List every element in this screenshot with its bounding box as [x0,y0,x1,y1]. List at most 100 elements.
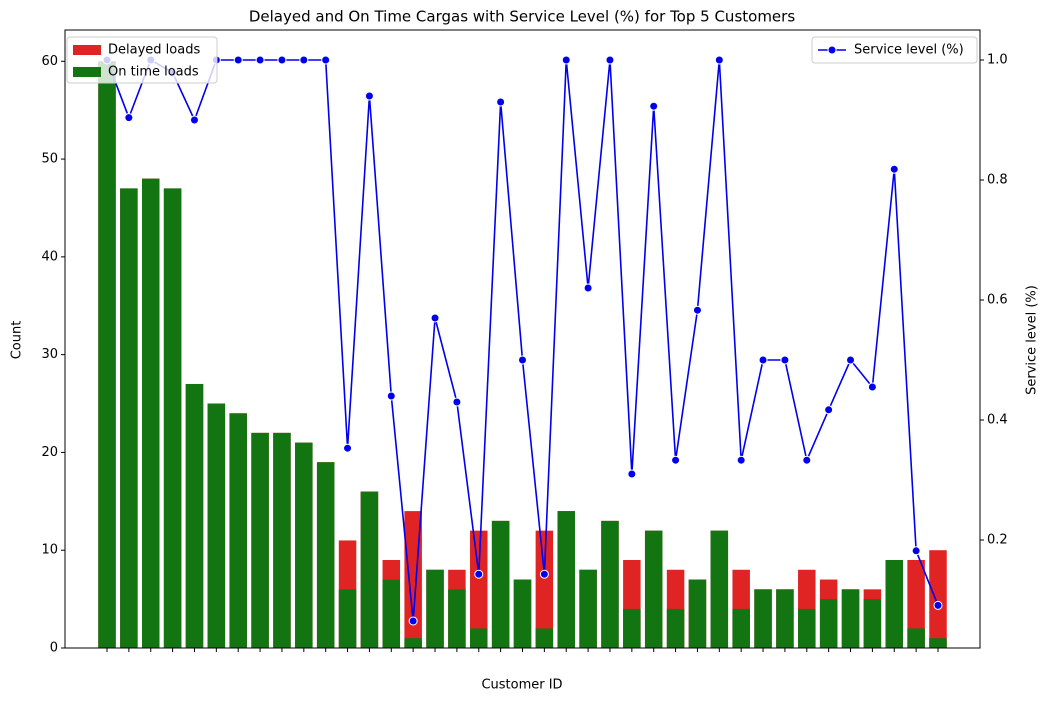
bar [754,589,772,648]
service-point [649,101,659,111]
y2-tick-label: 0.4 [987,413,1008,428]
bar [426,569,444,648]
service-point [321,55,331,65]
legend-label: On time loads [108,65,199,80]
service-point [692,305,702,315]
bar [404,638,422,648]
bar [688,579,707,648]
service-point [867,382,877,392]
bar [710,530,729,648]
y-tick-label: 60 [41,54,58,69]
y-tick-label: 20 [41,445,58,460]
service-point [189,115,199,125]
service-point [430,313,440,323]
bar [929,638,947,648]
service-point [233,55,243,65]
service-point [496,97,506,107]
bar [251,432,269,648]
service-point [539,569,549,579]
bar [98,61,116,648]
bar [404,511,422,648]
bar [907,628,925,648]
bar [732,608,750,648]
bar [338,589,357,648]
service-point [846,355,856,365]
bar [185,383,204,648]
y-tick-label: 10 [41,543,58,558]
chart-title: Delayed and On Time Cargas with Service … [249,8,795,26]
service-point [583,283,593,293]
bar [776,589,794,648]
bar [841,589,860,648]
bar [273,432,291,648]
service-point [408,616,418,626]
bar [470,530,488,648]
bar [535,628,554,648]
bar [579,569,597,648]
service-point [386,391,396,401]
service-point [933,600,943,610]
service-point [802,455,812,465]
plot-frame [64,29,981,649]
bar [382,579,401,648]
bar [907,559,925,648]
legend-box [811,36,978,64]
service-point [758,355,768,365]
service-point [277,55,287,65]
bar [798,608,816,648]
legend-swatch [73,67,101,77]
service-point [889,164,899,174]
y2-tick-label: 1.0 [987,53,1008,68]
service-point [474,569,484,579]
y-axis-label: Count [10,321,25,360]
service-point [518,355,527,365]
service-point [561,55,571,65]
legend: Delayed loads On time loads [66,36,218,84]
service-point [671,455,681,465]
bar [557,511,575,648]
service-point [736,455,746,465]
y2-tick-label: 0.6 [987,293,1008,308]
service-point [824,405,834,415]
service-point [364,91,374,101]
service-point [299,55,309,65]
bar [513,579,532,648]
y-tick-label: 40 [41,249,58,264]
bar [316,462,335,648]
service-point [343,443,353,453]
bar [535,530,554,648]
bar [601,520,619,648]
y-tick-label: 0 [50,641,58,656]
service-point [255,55,265,65]
y2-axis-label: Service level (%) [1025,285,1040,395]
legend-label: Service level (%) [854,43,964,58]
service-point [452,397,462,407]
bar [666,608,685,648]
service-point [911,546,921,556]
bar [491,520,510,648]
bar [295,442,313,648]
bar [819,599,838,648]
y-tick-label: 30 [41,347,58,362]
bar [644,530,663,648]
service-point [605,55,615,65]
x-axis-label: Customer ID [481,678,562,693]
bar [207,403,226,648]
legend-label: Delayed loads [108,43,200,58]
service-point [714,55,724,65]
bar [885,559,904,648]
bar [448,589,466,648]
bar [623,608,641,648]
bar [929,550,947,648]
bar [229,413,247,648]
legend-marker [827,45,837,55]
service-point [124,113,134,123]
y-tick-label: 50 [41,152,58,167]
bar [863,599,882,648]
bar [163,188,182,649]
legend-swatch [73,45,101,55]
bar [470,628,488,648]
bar [141,178,160,648]
bar [360,491,379,648]
